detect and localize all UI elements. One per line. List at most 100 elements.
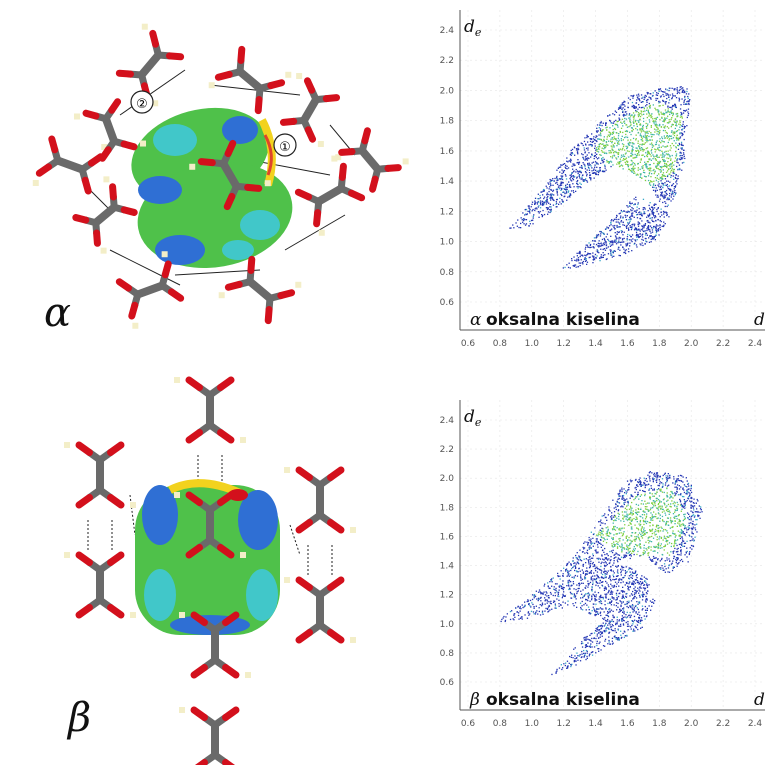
fingerprint-point bbox=[632, 143, 634, 145]
fingerprint-point bbox=[637, 504, 640, 506]
fingerprint-point bbox=[603, 514, 605, 517]
fingerprint-point bbox=[625, 118, 628, 120]
fingerprint-point bbox=[605, 622, 607, 624]
fingerprint-point bbox=[607, 134, 609, 136]
beta-x-ticks: 0.6 0.8 1.0 1.2 1.4 1.6 1.8 2.0 2.2 2.4 bbox=[461, 719, 763, 729]
fingerprint-point bbox=[590, 179, 592, 181]
oxygen-bond bbox=[267, 79, 286, 90]
fingerprint-point bbox=[630, 209, 632, 211]
fingerprint-point bbox=[556, 177, 558, 179]
fingerprint-point bbox=[684, 110, 686, 112]
fingerprint-point bbox=[667, 161, 669, 163]
fingerprint-point bbox=[663, 120, 666, 122]
fingerprint-point bbox=[599, 634, 602, 636]
fingerprint-point bbox=[611, 241, 613, 243]
fingerprint-point bbox=[681, 148, 683, 150]
fingerprint-point bbox=[569, 591, 572, 593]
fingerprint-point bbox=[583, 637, 585, 639]
fingerprint-point bbox=[555, 607, 557, 609]
fingerprint-point bbox=[616, 215, 618, 217]
fingerprint-point bbox=[576, 170, 579, 172]
fingerprint-point bbox=[601, 635, 603, 637]
fingerprint-point bbox=[650, 507, 652, 509]
fingerprint-point bbox=[629, 505, 632, 507]
fingerprint-point bbox=[587, 147, 589, 149]
fingerprint-point bbox=[571, 576, 573, 578]
fingerprint-point bbox=[662, 152, 664, 154]
fingerprint-point bbox=[682, 123, 684, 125]
fingerprint-point bbox=[663, 159, 665, 161]
fingerprint-point bbox=[648, 169, 650, 172]
fingerprint-point bbox=[672, 95, 674, 97]
fingerprint-point bbox=[596, 642, 598, 645]
fingerprint-point bbox=[672, 198, 674, 200]
fingerprint-point bbox=[647, 167, 650, 170]
fingerprint-point bbox=[527, 612, 529, 614]
fingerprint-point bbox=[563, 591, 565, 593]
carbon-carbon-bond bbox=[219, 159, 241, 191]
fingerprint-point bbox=[636, 527, 638, 529]
fingerprint-point bbox=[580, 142, 582, 144]
fingerprint-point bbox=[567, 572, 569, 574]
fingerprint-point bbox=[667, 186, 669, 188]
fingerprint-point bbox=[683, 499, 685, 501]
fingerprint-point bbox=[658, 90, 660, 92]
y-tick-label: 0.6 bbox=[440, 298, 455, 308]
fingerprint-point bbox=[623, 237, 625, 240]
fingerprint-point bbox=[645, 139, 647, 141]
fingerprint-point bbox=[691, 536, 693, 538]
fingerprint-point bbox=[655, 117, 657, 119]
fingerprint-point bbox=[569, 177, 571, 180]
fingerprint-point bbox=[617, 512, 619, 514]
fingerprint-point bbox=[575, 171, 577, 173]
fingerprint-point bbox=[644, 110, 646, 112]
oxygen-bond bbox=[167, 288, 185, 302]
fingerprint-point bbox=[667, 503, 670, 506]
fingerprint-point bbox=[576, 255, 578, 257]
fingerprint-point bbox=[628, 518, 631, 520]
fingerprint-point bbox=[610, 518, 613, 520]
fingerprint-point bbox=[675, 185, 677, 187]
fingerprint-point bbox=[593, 177, 595, 179]
fingerprint-point bbox=[622, 618, 624, 620]
alpha-hirshfeld-surface bbox=[131, 107, 293, 268]
fingerprint-point bbox=[609, 578, 612, 580]
fingerprint-point bbox=[570, 663, 572, 666]
fingerprint-point bbox=[638, 616, 641, 619]
fingerprint-point bbox=[671, 87, 673, 89]
fingerprint-point bbox=[600, 649, 602, 651]
fingerprint-point bbox=[606, 563, 608, 566]
fingerprint-point bbox=[625, 493, 627, 495]
fingerprint-point bbox=[644, 551, 646, 553]
fingerprint-point bbox=[666, 485, 669, 487]
fingerprint-point bbox=[656, 196, 658, 198]
fingerprint-point bbox=[600, 135, 602, 137]
fingerprint-point bbox=[680, 143, 683, 145]
fingerprint-point bbox=[618, 619, 621, 621]
fingerprint-point bbox=[646, 480, 648, 483]
fingerprint-point bbox=[654, 120, 656, 122]
fingerprint-point bbox=[602, 248, 604, 251]
fingerprint-point bbox=[638, 236, 640, 238]
fingerprint-point bbox=[571, 175, 573, 178]
fingerprint-point bbox=[686, 491, 688, 493]
fingerprint-point bbox=[568, 588, 570, 591]
fingerprint-point bbox=[586, 136, 588, 139]
fingerprint-point bbox=[645, 147, 647, 150]
fingerprint-point bbox=[677, 558, 679, 561]
fingerprint-point bbox=[681, 162, 684, 164]
fingerprint-point bbox=[618, 246, 620, 249]
fingerprint-point bbox=[641, 220, 643, 222]
fingerprint-point bbox=[585, 649, 588, 652]
fingerprint-point bbox=[638, 121, 640, 123]
fingerprint-point bbox=[677, 494, 680, 496]
fingerprint-point bbox=[628, 575, 631, 577]
fingerprint-point bbox=[680, 523, 682, 526]
fingerprint-point bbox=[646, 220, 648, 222]
fingerprint-point bbox=[513, 227, 515, 229]
fingerprint-point bbox=[618, 495, 620, 497]
fingerprint-point bbox=[655, 118, 657, 120]
fingerprint-point bbox=[629, 544, 631, 546]
fingerprint-point bbox=[595, 243, 598, 246]
fingerprint-point bbox=[673, 478, 675, 480]
